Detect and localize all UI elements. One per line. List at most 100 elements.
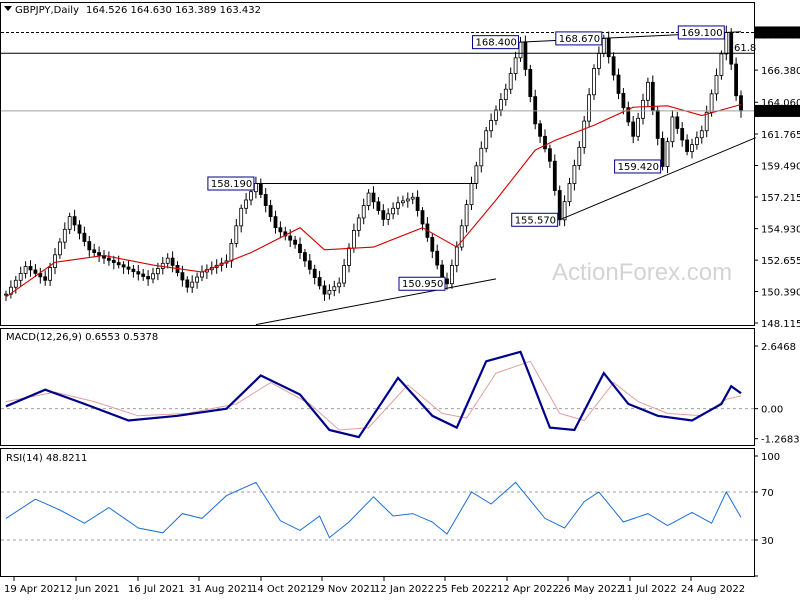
macd-panel[interactable] [0,328,755,446]
candle-body [121,264,126,268]
candle-body [396,202,400,209]
candle-body [307,260,312,270]
price-y-tick-label: 157.215 [761,193,800,204]
candle-body [445,278,449,285]
candle-body [249,191,253,201]
candle-body [195,276,200,283]
candle-body [631,121,636,137]
candle-body [234,225,239,244]
candle-body [332,286,337,291]
candle-body [552,160,557,191]
candle-body [655,109,660,139]
macd-signal-line [5,360,742,431]
candle-body [621,92,626,109]
candle-body [386,213,391,220]
candle-body [592,68,596,96]
macd-line [5,350,742,439]
candle-body [518,41,523,59]
candle-body [371,192,376,203]
price-y-tick-label: 166.380 [761,66,800,77]
candle-body [719,53,724,76]
candle-body [498,99,503,111]
candle-body [366,192,371,206]
rsi-y-tick-label: 100 [761,452,780,463]
candle-body [273,216,278,229]
price-annotation-box [207,176,255,191]
dropdown-triangle-icon[interactable] [4,6,12,11]
candle-body [714,74,719,95]
fib-61-8-label: 61.8 [734,43,756,54]
candle-body [43,276,48,281]
candle-body [13,279,18,288]
candle-body [87,241,92,251]
candle-body [337,282,342,288]
candle-body [82,232,87,242]
candle-body [410,196,415,200]
candle-body [317,277,322,287]
candle-body [503,88,508,101]
price-tag-label: 163.432 [759,107,800,118]
candle-body [724,32,729,55]
candle-body [523,41,528,70]
x-axis-tick-label: 16 Jul 2021 [128,584,185,595]
ohlc-label: 164.526 164.630 163.389 163.432 [86,5,261,16]
price-y-tick-label: 161.765 [761,130,800,141]
candle-body [601,38,606,54]
x-axis-tick-label: 25 Feb 2022 [435,584,497,595]
price-y-tick-label: 150.390 [761,288,800,299]
candle-body [200,271,204,278]
candle-body [597,53,601,69]
candle-body [4,293,8,296]
price-annotation-box [555,31,603,46]
candle-body [28,266,33,271]
candle-body [53,254,57,268]
price-annotation-label: 168.400 [476,38,517,49]
price-annotation-label: 168.670 [559,34,600,45]
candle-body [293,239,298,245]
candle-body [141,273,146,277]
candle-body [562,201,567,221]
candle-body [479,147,484,167]
price-tag [755,26,800,39]
candle-body [699,130,704,139]
candle-body [474,165,479,184]
candle-body [533,96,538,125]
candle-body [454,246,459,266]
candle-body [464,204,469,227]
price-annotation-box [614,159,662,174]
price-y-tick-label: 154.930 [761,225,800,236]
candle-body [229,242,234,262]
candle-body [675,116,680,129]
price-annotation-label: 158.190 [211,179,252,190]
candle-body [18,272,23,281]
rsi-title: RSI(14) 48.8211 [6,453,87,464]
price-panel[interactable] [0,2,755,326]
candle-body [356,217,361,231]
x-axis-tick-label: 19 Apr 2021 [4,584,66,595]
candle-body [239,207,244,227]
candle-body [660,138,665,167]
candle-body [23,266,28,274]
candle-body [739,95,743,112]
candle-body [670,116,675,143]
candle-body [327,290,332,295]
rsi-panel[interactable] [0,448,755,577]
x-axis-tick-label: 11 Jul 2022 [620,584,677,595]
candle-body [494,109,498,121]
candle-body [641,99,645,119]
price-tag [755,104,800,117]
candle-body [572,165,577,184]
candle-body [253,182,258,193]
candle-body [342,265,347,284]
x-axis-tick-label: 2 Jun 2021 [66,584,120,595]
candle-body [405,198,410,202]
candle-body [185,279,190,288]
candle-body [351,230,356,249]
candle-body [298,243,302,253]
macd-y-tick-label: -1.2683 [761,435,800,446]
candle-body [449,265,454,285]
candle-body [391,207,396,215]
price-y-tick-label: 148.115 [761,319,800,330]
candle-body [165,257,170,264]
